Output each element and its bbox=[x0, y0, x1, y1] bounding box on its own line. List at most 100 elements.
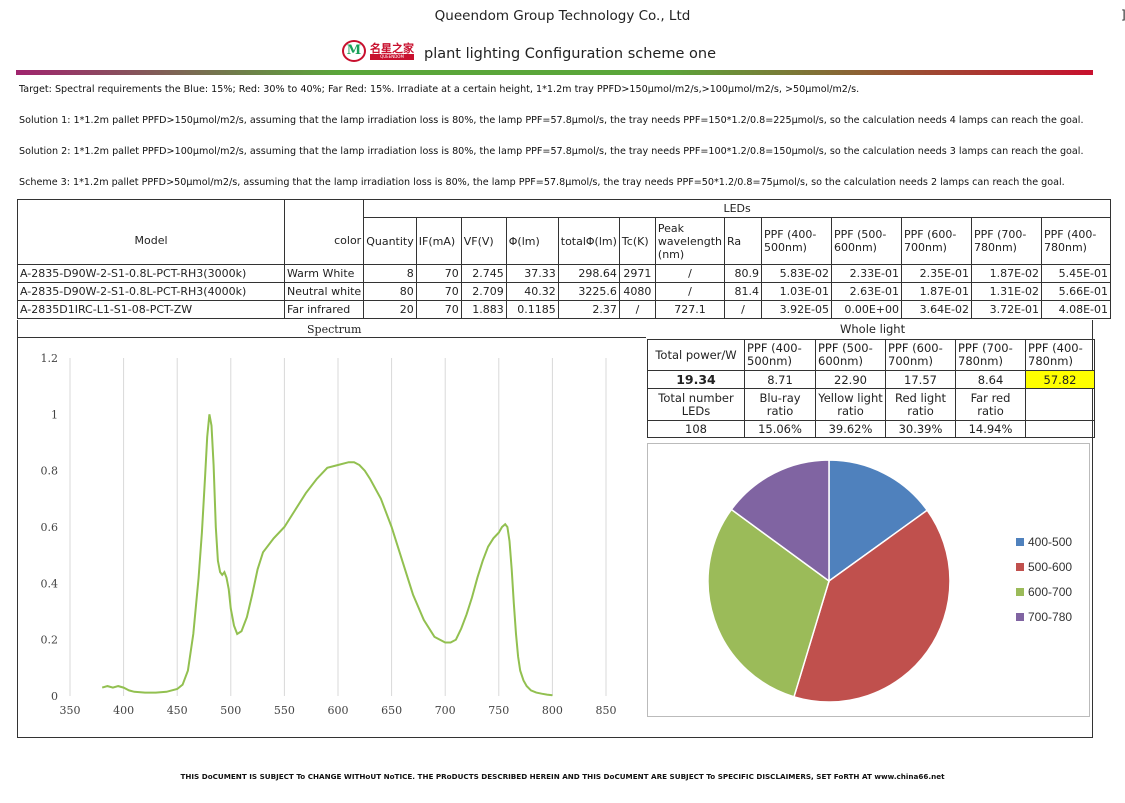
x-tick-label: 500 bbox=[220, 704, 241, 717]
disclaimer-footer: THIS DoCUMENT IS SUBJECT To CHANGE WITHo… bbox=[180, 772, 945, 781]
cell-if: 70 bbox=[415, 282, 462, 301]
col-header-ppf-700-780: PPF (700-780nm) bbox=[971, 217, 1042, 265]
cell-quantity: 80 bbox=[363, 282, 417, 301]
x-tick-label: 850 bbox=[596, 704, 617, 717]
cell-ra: 81.4 bbox=[724, 282, 762, 301]
company-name: Queendom Group Technology Co., Ltd bbox=[434, 8, 691, 24]
cell-tc: 2971 bbox=[618, 264, 656, 283]
legend-label: 500-600 bbox=[1028, 560, 1072, 574]
x-tick-label: 800 bbox=[542, 704, 563, 717]
cell-flux: 40.32 bbox=[505, 282, 559, 301]
wl-total-leds-value: 108 bbox=[647, 420, 745, 438]
pie-slice-600-700 bbox=[707, 508, 830, 698]
lower-section-frame bbox=[17, 320, 1093, 738]
target-paragraph: Target: Spectral requirements the Blue: … bbox=[19, 84, 860, 95]
x-tick-label: 550 bbox=[274, 704, 295, 717]
pie-slice-400-500 bbox=[828, 459, 929, 583]
cell-peak-wavelength: 727.1 bbox=[654, 300, 726, 319]
cell-flux: 37.33 bbox=[505, 264, 559, 283]
cell-ppf-500-600: 2.63E-01 bbox=[831, 282, 902, 301]
cell-tc: 4080 bbox=[618, 282, 656, 301]
col-header-tc: Tc(K) bbox=[618, 217, 656, 265]
spectrum-chart: 350 400 450 500 550 600 650 700 750 800 850 0 0.2 0.4… bbox=[41, 352, 617, 717]
cell-flux: 0.1185 bbox=[505, 300, 559, 319]
wl-header-ppf-700-780: PPF (700-780nm) bbox=[955, 339, 1026, 371]
cell-ppf-400-780: 5.66E-01 bbox=[1041, 282, 1111, 301]
cell-ppf-400-500: 3.92E-05 bbox=[761, 300, 832, 319]
wl-red-label: Red light ratio bbox=[885, 388, 956, 421]
col-header-peak-wavelength: Peak wavelength (nm) bbox=[654, 217, 726, 265]
legend-swatch bbox=[1016, 588, 1024, 596]
wl-ppf-700-780-value: 8.64 bbox=[955, 370, 1026, 389]
whole-light-title: Whole light bbox=[840, 322, 906, 336]
leds-table: LEDs Model color Quantity IF(mA) VF(V) Φ… bbox=[17, 199, 1111, 319]
cell-color: Neutral white bbox=[283, 282, 365, 301]
legend-swatch bbox=[1016, 613, 1024, 621]
legend-label: 700-780 bbox=[1028, 610, 1072, 624]
wl-total-power-value: 19.34 bbox=[647, 370, 745, 389]
cell-quantity: 20 bbox=[363, 300, 417, 319]
x-tick-label: 650 bbox=[381, 704, 402, 717]
cell-ppf-600-700: 3.64E-02 bbox=[901, 300, 972, 319]
solution-2-paragraph: Solution 2: 1*1.2m pallet PPFD>100μmol/m… bbox=[19, 146, 1084, 157]
col-header-quantity: Quantity bbox=[363, 217, 417, 265]
wl-header-ppf-400-780: PPF (400-780nm) bbox=[1025, 339, 1095, 371]
document-title: plant lighting Configuration scheme one bbox=[424, 46, 716, 62]
cell-ppf-700-780: 1.31E-02 bbox=[971, 282, 1042, 301]
col-header-total-flux: totalΦ(lm) bbox=[557, 217, 620, 265]
wl-blu-ray-label: Blu-ray ratio bbox=[744, 388, 816, 421]
wl-total-leds-label: Total number LEDs bbox=[647, 388, 745, 421]
logo-m-icon: M bbox=[342, 40, 366, 62]
x-tick-label: 350 bbox=[60, 704, 81, 717]
y-tick-label: 0 bbox=[51, 690, 58, 703]
wl-far-red-value: 14.94% bbox=[955, 420, 1026, 438]
scheme-3-paragraph: Scheme 3: 1*1.2m pallet PPFD>50μmol/m2/s… bbox=[19, 177, 1065, 188]
whole-light-table: Total power/W PPF (400-500nm) PPF (500-6… bbox=[647, 339, 1095, 438]
y-tick-label: 1 bbox=[51, 408, 58, 421]
cell-total-flux: 298.64 bbox=[557, 264, 620, 283]
logo-sub: QUEENDOM bbox=[370, 54, 414, 60]
table-row: A-2835D1IRC-L1-S1-08-PCT-ZW Far infrared… bbox=[17, 300, 1111, 319]
wl-yellow-value: 39.62% bbox=[815, 420, 886, 438]
wl-header-ppf-500-600: PPF (500-600nm) bbox=[815, 339, 886, 371]
legend-label: 600-700 bbox=[1028, 585, 1072, 599]
cell-model: A-2835D1IRC-L1-S1-08-PCT-ZW bbox=[17, 300, 285, 319]
cell-peak-wavelength: / bbox=[654, 264, 726, 283]
solution-1-paragraph: Solution 1: 1*1.2m pallet PPFD>150μmol/m… bbox=[19, 115, 1084, 126]
wl-total-power-label: Total power/W bbox=[647, 339, 745, 371]
wl-empty-cell bbox=[1025, 420, 1095, 438]
x-tick-label: 450 bbox=[167, 704, 188, 717]
logo-text: 名星之家 bbox=[370, 42, 414, 55]
y-tick-label: 1.2 bbox=[41, 352, 59, 365]
cell-color: Far infrared bbox=[283, 300, 365, 319]
col-header-ppf-500-600: PPF (500-600nm) bbox=[831, 217, 902, 265]
spectrum-series-line bbox=[101, 414, 553, 697]
cell-if: 70 bbox=[415, 264, 462, 283]
cell-ppf-600-700: 2.35E-01 bbox=[901, 264, 972, 283]
edge-mark: ] bbox=[1121, 8, 1125, 22]
col-header-ra: Ra bbox=[724, 217, 762, 265]
legend-label: 400-500 bbox=[1028, 535, 1072, 549]
wl-ppf-600-700-value: 17.57 bbox=[885, 370, 956, 389]
wl-header-ppf-600-700: PPF (600-700nm) bbox=[885, 339, 956, 371]
cell-quantity: 8 bbox=[363, 264, 417, 283]
col-header-ppf-400-500: PPF (400-500nm) bbox=[761, 217, 832, 265]
wl-blu-ray-value: 15.06% bbox=[744, 420, 816, 438]
cell-vf: 2.709 bbox=[460, 282, 507, 301]
cell-model: A-2835-D90W-2-S1-0.8L-PCT-RH3(4000k) bbox=[17, 282, 285, 301]
cell-ppf-600-700: 1.87E-01 bbox=[901, 282, 972, 301]
cell-ra: 80.9 bbox=[724, 264, 762, 283]
y-tick-label: 0.4 bbox=[41, 577, 59, 590]
spectrum-title-divider bbox=[17, 337, 646, 338]
wl-ppf-400-500-value: 8.71 bbox=[744, 370, 816, 389]
cell-total-flux: 3225.6 bbox=[557, 282, 620, 301]
wl-ppf-400-780-value: 57.82 bbox=[1025, 370, 1095, 389]
col-header-ppf-400-780: PPF (400-780nm) bbox=[1041, 217, 1111, 265]
cell-vf: 2.745 bbox=[460, 264, 507, 283]
cell-color: Warm White bbox=[283, 264, 365, 283]
y-tick-label: 0.6 bbox=[41, 521, 59, 534]
cell-ppf-400-500: 5.83E-02 bbox=[761, 264, 832, 283]
col-header-color: color bbox=[283, 217, 365, 265]
cell-total-flux: 2.37 bbox=[557, 300, 620, 319]
x-tick-label: 600 bbox=[328, 704, 349, 717]
